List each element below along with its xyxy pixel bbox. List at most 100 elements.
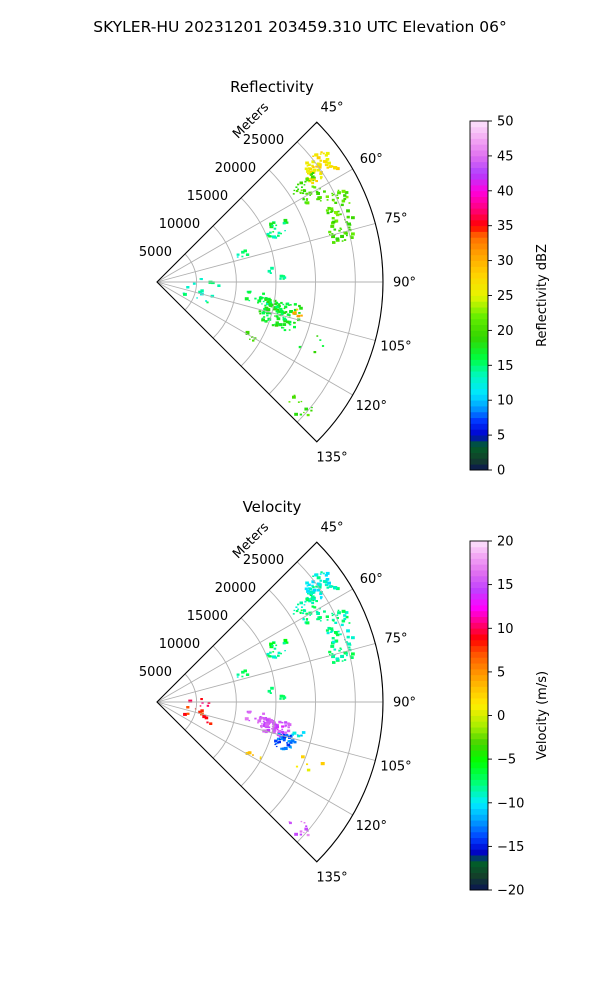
echo-gate [261, 723, 263, 725]
echo-gate [275, 224, 278, 227]
echo-gate [299, 830, 303, 833]
echo-gate [288, 323, 290, 325]
echo-gate [283, 276, 287, 279]
echo-gate [343, 194, 347, 197]
echo-gate [306, 589, 310, 593]
echo-gate [275, 310, 279, 313]
echo-gate [347, 222, 351, 226]
echo-gate [337, 189, 340, 191]
echo-gate [277, 231, 281, 234]
echo-gate [302, 618, 305, 621]
echo-gate [337, 630, 340, 633]
echo-gate [261, 318, 265, 322]
colorbar-step [470, 802, 488, 809]
echo-gate [278, 323, 283, 327]
echo-gate [318, 166, 322, 169]
echo-gate [267, 269, 271, 273]
echo-gate [325, 615, 329, 618]
echo-gate [315, 153, 319, 156]
echo-gate [316, 192, 320, 195]
echo-gate [305, 177, 309, 181]
colorbar-step [470, 692, 488, 699]
echo-gate [298, 312, 301, 314]
echo-gate [210, 294, 215, 298]
colorbar-step [470, 464, 488, 471]
echo-gate [336, 587, 340, 591]
echo-gate [336, 213, 340, 217]
echo-gate [244, 297, 249, 301]
echo-gate [297, 183, 300, 186]
echo-gate [308, 167, 313, 171]
echo-gate [267, 317, 272, 321]
radial-tick-label: 10000 [159, 637, 200, 652]
echo-gate [270, 235, 273, 238]
echo-gate [204, 716, 209, 720]
echo-gate [293, 303, 297, 306]
echo-gate [281, 721, 284, 724]
azimuth-tick-label: 60° [360, 152, 383, 167]
echo-gate [297, 603, 300, 606]
echo-gate [337, 191, 341, 195]
echo-gate [346, 209, 350, 213]
echo-gate [267, 297, 271, 301]
echo-gate [272, 731, 276, 734]
echo-gate [289, 310, 293, 313]
echo-gate [286, 742, 288, 744]
echo-gate [267, 234, 270, 237]
echo-gate [248, 299, 251, 302]
echo-gate [324, 574, 328, 577]
echo-gate [236, 253, 240, 256]
echo-gate [316, 156, 321, 160]
echo-gate [319, 176, 323, 179]
echo-gate [282, 327, 285, 329]
echo-gate [305, 621, 310, 625]
echo-gate [340, 203, 344, 207]
echo-gate [319, 620, 322, 622]
colorbar-step [470, 796, 488, 804]
echo-gate [308, 180, 311, 182]
colorbar-step [470, 342, 488, 349]
echo-gate [267, 689, 271, 693]
echo-gate [269, 231, 272, 234]
echo-gate [261, 297, 264, 299]
colorbar-step [470, 581, 488, 588]
echo-gate [205, 300, 208, 302]
echo-gate [272, 725, 276, 728]
echo-gate [290, 736, 293, 738]
colorbar-step [470, 214, 488, 221]
echo-gate [340, 234, 344, 238]
echo-gate [270, 266, 274, 270]
reflectivity-panel: Reflectivity 45°60°75°90°105°120°135°500… [139, 78, 550, 479]
echo-gate [266, 232, 270, 236]
echo-gate [206, 704, 210, 707]
echo-gate [331, 653, 334, 655]
echo-gate [270, 312, 273, 315]
colorbar-step [470, 756, 488, 763]
colorbar-step [470, 254, 488, 261]
colorbar-step [470, 173, 488, 180]
colorbar-tick-label: 0 [497, 464, 505, 479]
echo-gate [186, 712, 190, 715]
colorbar-step [470, 732, 488, 740]
echo-gate [317, 197, 321, 201]
echo-gate [268, 235, 272, 238]
radial-tick-label: 25000 [243, 133, 284, 148]
echo-gate [331, 612, 334, 615]
echo-gate [269, 301, 272, 303]
echo-gate [335, 657, 340, 661]
echo-gate [282, 222, 286, 225]
echo-gate [332, 241, 336, 244]
echo-gate [295, 308, 299, 311]
echo-gate [272, 231, 275, 233]
echo-gate [316, 576, 321, 580]
echo-gate [346, 234, 348, 237]
echo-gate [318, 607, 321, 610]
echo-gate [330, 224, 335, 228]
colorbar-step [470, 674, 488, 681]
echo-gate [332, 613, 335, 616]
echo-gate [343, 239, 347, 241]
echo-gate [290, 747, 292, 749]
echo-gate [247, 290, 251, 294]
radial-tick-label: 10000 [159, 217, 200, 232]
echo-gate [271, 224, 274, 227]
